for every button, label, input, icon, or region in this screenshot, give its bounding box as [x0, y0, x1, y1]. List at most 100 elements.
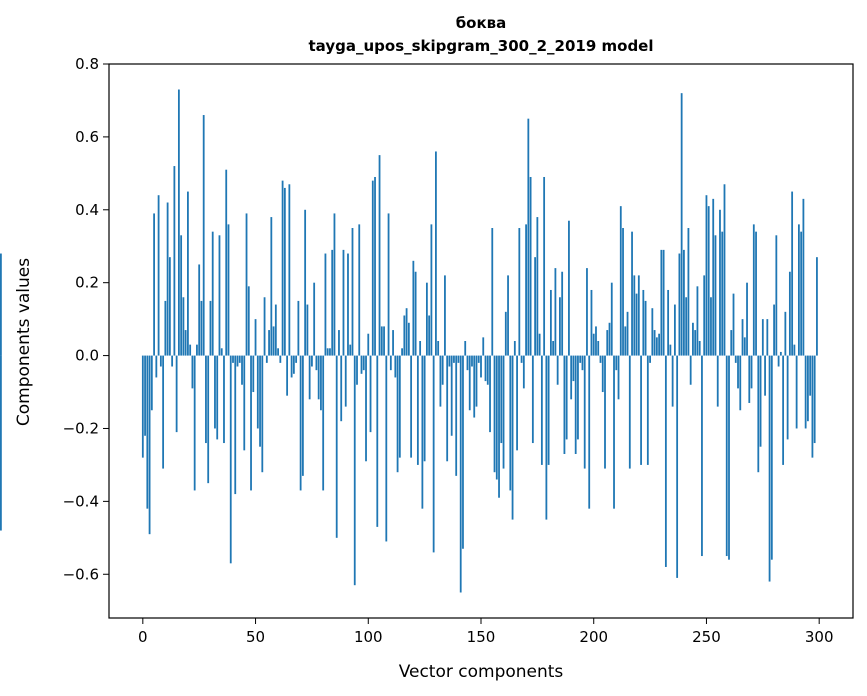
bar: [802, 198, 805, 356]
bar: [196, 344, 198, 356]
bar: [392, 330, 394, 356]
bar: [692, 322, 694, 356]
bar: [229, 355, 232, 564]
bar: [304, 209, 307, 356]
x-tick-label: 100: [354, 628, 383, 646]
bar: [773, 304, 775, 356]
bar: [764, 355, 766, 396]
bar: [177, 89, 180, 356]
bar: [455, 355, 458, 476]
bar: [416, 355, 419, 465]
bar: [268, 330, 270, 356]
bar: [437, 341, 440, 356]
bar: [410, 355, 413, 458]
bar: [311, 355, 313, 367]
bar: [444, 275, 446, 356]
bar: [279, 355, 282, 363]
chart-subtitle: tayga_upos_skipgram_300_2_2019 model: [309, 37, 654, 55]
bar: [180, 235, 183, 356]
bar: [175, 355, 178, 433]
x-tick-label: 50: [246, 628, 265, 646]
bar: [225, 169, 228, 356]
bar: [484, 355, 487, 382]
bar: [378, 155, 381, 356]
bar: [315, 355, 318, 371]
bar: [741, 319, 744, 356]
bar: [333, 213, 336, 356]
x-tick-label: 150: [467, 628, 496, 646]
bar: [317, 355, 320, 400]
bar: [223, 355, 225, 444]
bar: [712, 198, 715, 356]
bar: [464, 341, 467, 356]
bar: [153, 213, 155, 356]
bar: [306, 304, 309, 356]
bar: [423, 355, 426, 462]
bar: [689, 355, 692, 385]
bar: [529, 176, 532, 356]
x-axis-ticks: 0 50 100 150 200 250 300: [138, 618, 834, 646]
bar: [207, 355, 210, 484]
bar: [380, 326, 383, 356]
bar: [728, 355, 730, 560]
bar: [586, 268, 588, 356]
bar: [500, 355, 503, 444]
bar: [450, 355, 453, 436]
bar: [619, 206, 622, 356]
bar: [344, 355, 347, 407]
bar: [610, 282, 613, 356]
bar: [547, 355, 550, 465]
bar: [283, 187, 286, 356]
bar: [227, 224, 230, 356]
bar: [453, 355, 455, 363]
bar: [403, 315, 406, 356]
bar: [757, 355, 760, 473]
bar: [193, 355, 196, 491]
bar: [430, 224, 433, 356]
bar: [595, 326, 597, 356]
bars-group: [0, 89, 818, 593]
bar: [660, 249, 663, 356]
bar: [489, 355, 491, 433]
bar: [371, 180, 374, 356]
bar: [816, 257, 818, 356]
bar: [633, 275, 636, 356]
bar: [322, 355, 325, 491]
bar: [811, 355, 814, 458]
bar: [374, 176, 376, 356]
bar: [581, 355, 584, 371]
bar: [297, 300, 300, 356]
bar: [606, 330, 609, 356]
bar: [486, 355, 489, 385]
bar: [782, 355, 785, 465]
bar: [301, 355, 304, 476]
bar: [471, 355, 473, 367]
bar: [261, 355, 264, 473]
bar: [536, 217, 539, 356]
bar: [671, 355, 674, 407]
bar: [405, 308, 408, 356]
bar: [813, 355, 816, 444]
bar: [362, 355, 365, 371]
bar: [157, 195, 160, 356]
bar: [200, 300, 203, 356]
bar: [263, 297, 266, 356]
bar: [667, 289, 670, 356]
bar: [504, 311, 507, 356]
bar: [340, 355, 343, 422]
bar: [563, 355, 566, 454]
bar: [141, 355, 144, 458]
bar: [770, 355, 773, 560]
bar: [543, 176, 546, 356]
bar: [265, 355, 268, 363]
bar: [755, 231, 757, 356]
bar: [173, 166, 176, 356]
bar: [793, 344, 796, 356]
bar: [432, 355, 435, 553]
bar: [509, 355, 512, 491]
bar: [617, 355, 620, 400]
bar: [462, 355, 464, 549]
bar: [669, 344, 672, 356]
bar: [0, 253, 2, 356]
bar: [694, 330, 697, 356]
